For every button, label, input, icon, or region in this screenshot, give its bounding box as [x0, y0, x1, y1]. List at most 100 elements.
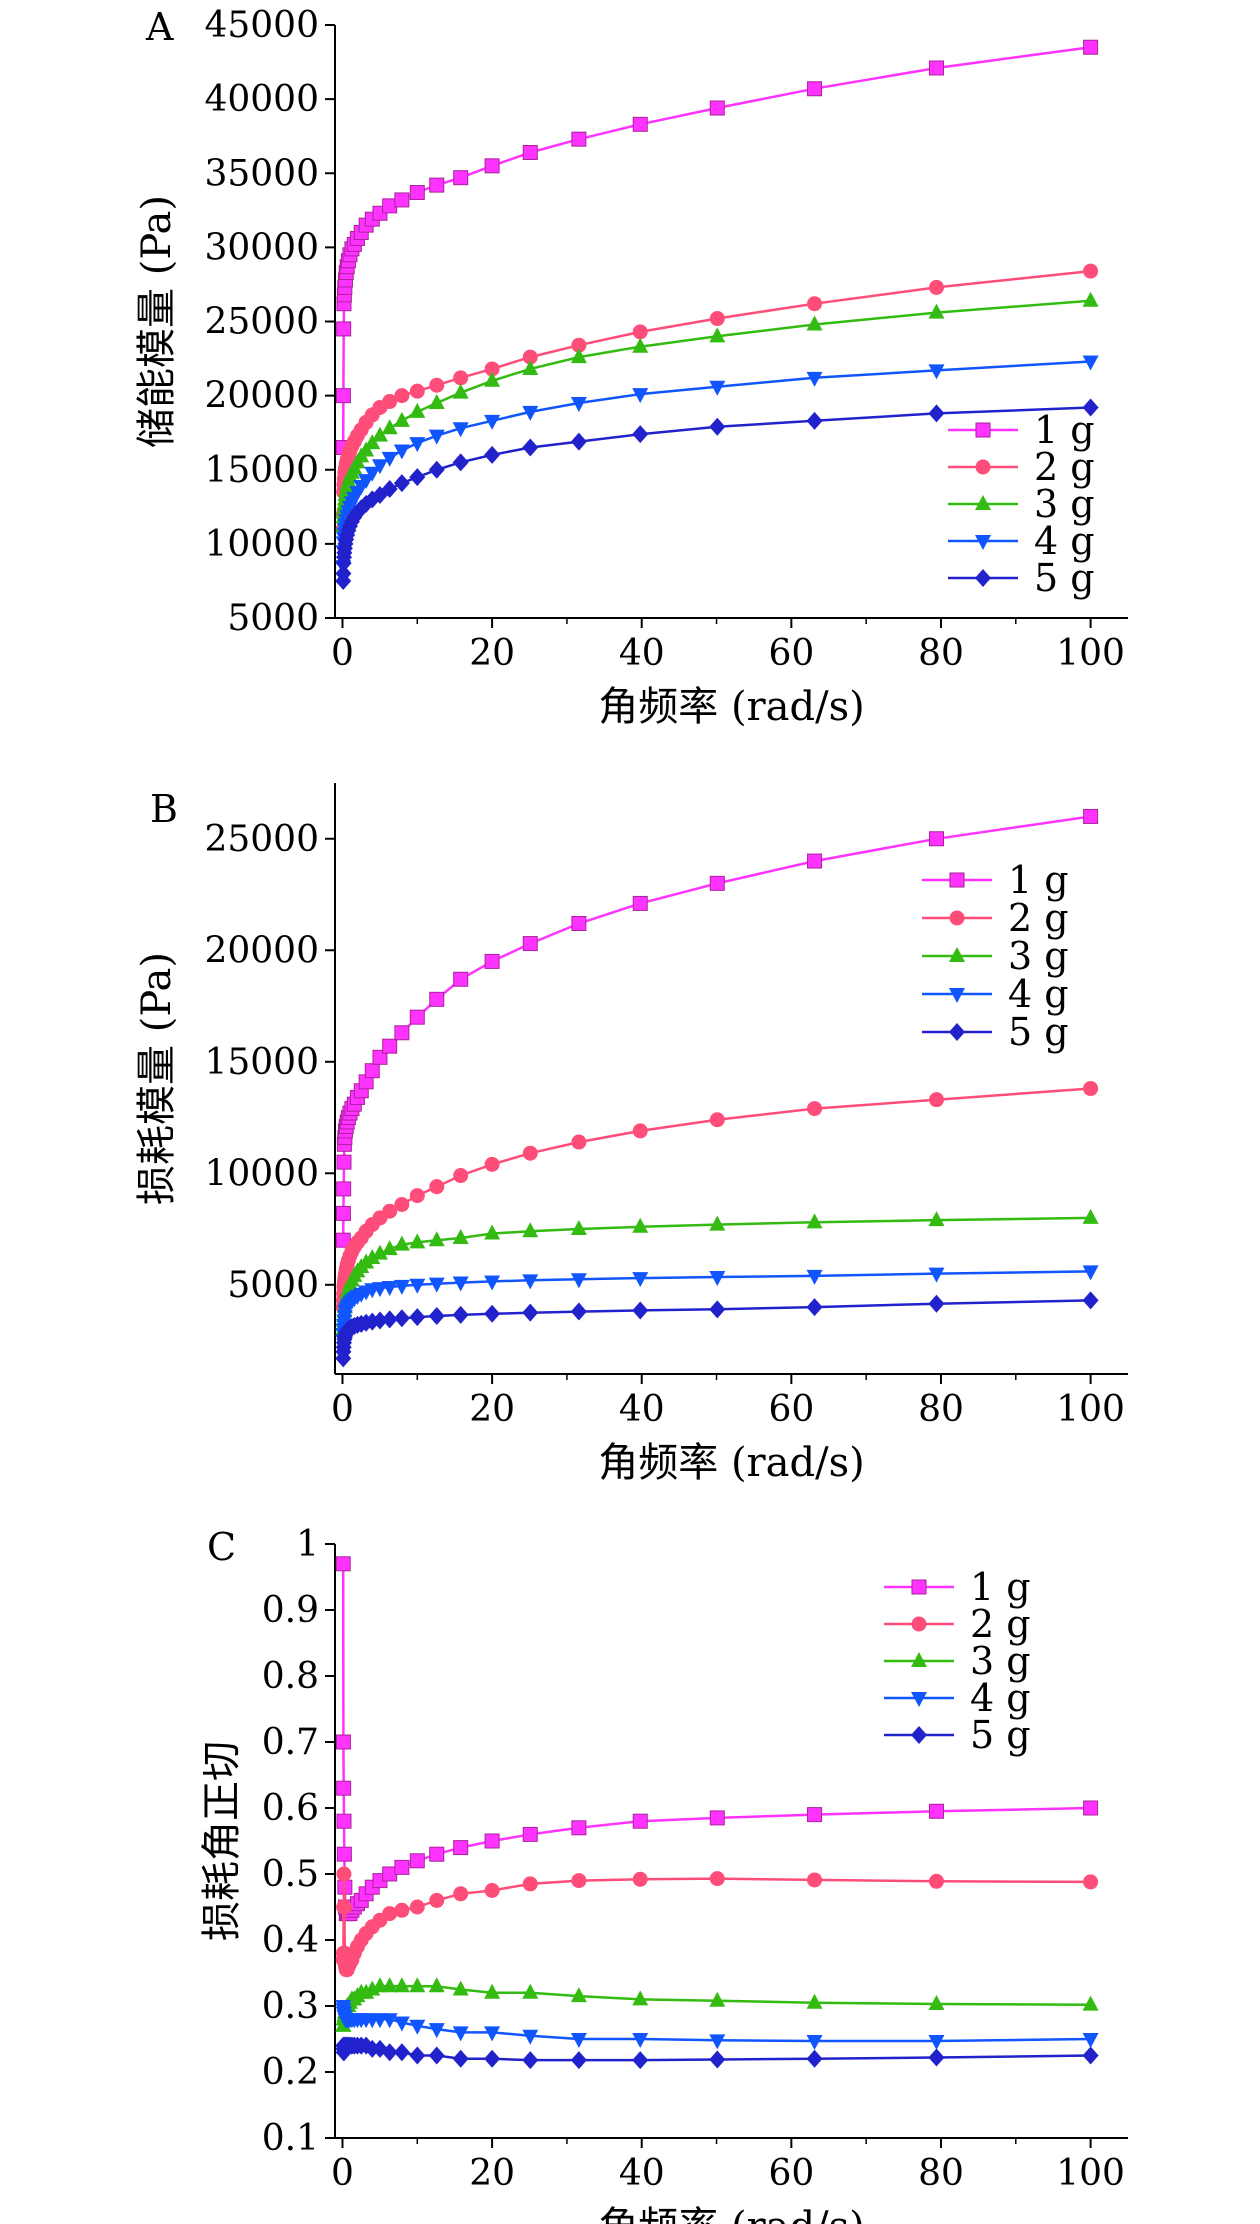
legend-marker — [911, 1726, 927, 1744]
data-point — [409, 2046, 426, 2065]
x-tick-label: 80 — [918, 633, 964, 674]
data-point — [393, 444, 410, 460]
x-axis-title: 角频率 (rad/s) — [598, 684, 865, 730]
data-point — [570, 397, 587, 413]
data-point — [807, 853, 823, 869]
x-tick-label: 20 — [469, 1389, 515, 1430]
data-point — [394, 1859, 410, 1875]
data-point — [632, 2033, 649, 2048]
chart-panel-c: C 0 20 40 60 80 100 0.1 0.2 0.3 0.4 0.5 0.6 0.7 0.8 0.9… — [199, 1524, 1128, 2224]
data-point — [522, 1145, 538, 1161]
data-point — [1082, 398, 1099, 417]
data-point — [484, 953, 500, 969]
data-point — [335, 1734, 351, 1750]
series-2 — [335, 263, 1099, 537]
legend-label: 1 g — [1008, 858, 1069, 902]
data-point — [409, 1278, 426, 1294]
chart-panel-b: B 0 20 40 60 80 100 5000 10000 15000 20000 25000 角频率… — [134, 783, 1128, 1486]
data-point — [1083, 1081, 1099, 1097]
data-point — [371, 1282, 388, 1298]
data-point — [928, 1092, 944, 1108]
series-5 — [335, 398, 1099, 590]
data-point — [484, 361, 500, 377]
data-point — [382, 394, 398, 410]
series-2 — [335, 1866, 1099, 1978]
data-point — [522, 1826, 538, 1842]
data-point — [335, 1205, 351, 1221]
data-point — [394, 192, 410, 208]
data-point — [335, 1232, 351, 1248]
y-tick-label: 35000 — [204, 153, 319, 194]
panel-letter: A — [145, 5, 174, 49]
data-point — [522, 349, 538, 365]
data-point — [522, 2029, 539, 2045]
data-point — [1083, 39, 1099, 55]
data-point — [371, 1311, 388, 1330]
legend-label: 1 g — [1034, 408, 1095, 452]
panel-letter: C — [207, 1525, 236, 1569]
legend: 1 g2 g3 g4 g5 g — [884, 1565, 1031, 1757]
data-point — [393, 1279, 410, 1295]
legend-marker — [949, 988, 965, 1003]
data-point — [394, 1902, 410, 1918]
data-point — [632, 1123, 648, 1139]
x-tick-label: 0 — [331, 1389, 354, 1430]
data-point — [453, 370, 469, 386]
data-point — [807, 81, 823, 97]
data-point — [336, 1780, 352, 1796]
legend-marker — [911, 1616, 927, 1632]
x-tick-label: 40 — [619, 1389, 665, 1430]
y-tick-label: 15000 — [204, 450, 319, 491]
data-point — [709, 1810, 725, 1826]
data-point — [428, 2046, 445, 2065]
data-point — [1082, 2046, 1099, 2065]
data-point — [372, 1049, 388, 1065]
x-tick-label: 0 — [331, 633, 354, 674]
y-tick-label: 40000 — [204, 79, 319, 120]
data-point — [928, 303, 945, 319]
series-1 — [335, 808, 1099, 1248]
data-point — [453, 1840, 469, 1856]
data-point — [522, 1222, 539, 1238]
data-point — [709, 327, 726, 343]
data-point — [336, 1181, 352, 1197]
series-5 — [335, 1291, 1099, 1368]
y-tick-label: 20000 — [204, 376, 319, 417]
data-point — [522, 144, 538, 160]
data-point — [928, 60, 944, 76]
data-point — [632, 425, 649, 444]
data-point — [632, 116, 648, 132]
legend-label: 4 g — [1034, 519, 1095, 563]
data-point — [484, 2026, 501, 2042]
data-point — [1083, 263, 1099, 279]
data-point — [928, 2034, 945, 2050]
data-point — [632, 895, 648, 911]
data-point — [1082, 291, 1099, 307]
data-point — [409, 1009, 425, 1025]
data-point — [452, 1276, 469, 1292]
data-point — [1082, 2033, 1099, 2048]
data-point — [393, 1309, 410, 1328]
data-point — [709, 875, 725, 891]
y-tick-label: 5000 — [227, 1265, 319, 1306]
data-point — [452, 422, 469, 438]
data-point — [709, 100, 725, 116]
data-point — [429, 991, 445, 1007]
data-point — [336, 321, 352, 337]
data-point — [335, 564, 352, 583]
data-point — [806, 1213, 823, 1229]
data-point — [709, 1300, 726, 1319]
data-point — [409, 402, 426, 418]
data-point — [522, 1274, 539, 1290]
legend-label: 5 g — [1008, 1010, 1069, 1054]
data-point — [409, 437, 426, 453]
data-point — [453, 170, 469, 186]
data-point — [484, 1224, 501, 1240]
legend-label: 4 g — [1008, 972, 1069, 1016]
data-point — [522, 936, 538, 952]
data-point — [452, 1305, 469, 1324]
data-point — [364, 1249, 381, 1265]
data-point — [409, 185, 425, 201]
data-point — [632, 1301, 649, 1320]
legend-label: 1 g — [970, 1565, 1031, 1609]
